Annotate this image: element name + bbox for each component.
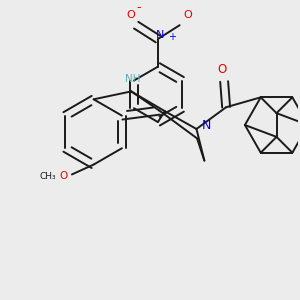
Text: N: N: [156, 30, 164, 40]
Text: O: O: [183, 10, 192, 20]
Text: +: +: [168, 32, 176, 42]
Text: -: -: [136, 1, 140, 14]
Text: O: O: [60, 171, 68, 182]
Text: N: N: [202, 118, 211, 131]
Text: O: O: [218, 63, 227, 76]
Text: O: O: [127, 10, 136, 20]
Text: CH₃: CH₃: [40, 172, 56, 181]
Text: NH: NH: [125, 74, 141, 84]
